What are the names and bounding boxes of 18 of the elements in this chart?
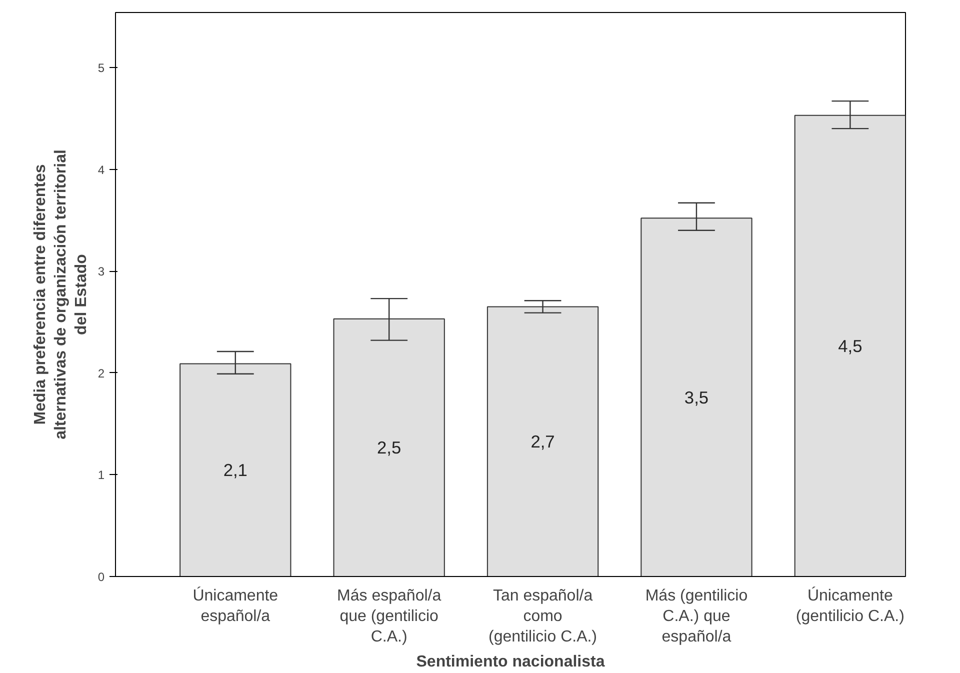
y-tick-label: 1 bbox=[98, 468, 105, 482]
y-tick-label: 4 bbox=[98, 162, 105, 177]
data-label: 4,5 bbox=[838, 336, 862, 356]
y-tick-label: 2 bbox=[98, 366, 105, 380]
x-tick-label: Únicamente español/a bbox=[192, 586, 278, 625]
x-tick-label: Tan español/a como (gentilicio C.A.) bbox=[488, 588, 598, 646]
x-axis-title: Sentimiento nacionalista bbox=[416, 653, 605, 670]
data-label: 2,5 bbox=[377, 438, 402, 458]
y-tick-label: 5 bbox=[98, 60, 105, 75]
y-tick-label: 0 bbox=[98, 570, 105, 584]
data-label: 3,5 bbox=[684, 387, 709, 408]
y-axis-title: Media preferencia entre diferentes alternativas de organización territorial del Estado bbox=[32, 150, 90, 440]
data-label: 2,7 bbox=[530, 432, 555, 452]
x-tick-label: Más (gentilicio C.A.) que español/a bbox=[645, 588, 748, 646]
y-tick-label: 3 bbox=[98, 264, 105, 279]
x-tick-label: Más español/a que (gentilicio C.A.) bbox=[337, 588, 442, 646]
x-tick-label: Únicamente (gentilicio C.A.) bbox=[796, 586, 904, 625]
data-label: 2,1 bbox=[223, 460, 248, 480]
